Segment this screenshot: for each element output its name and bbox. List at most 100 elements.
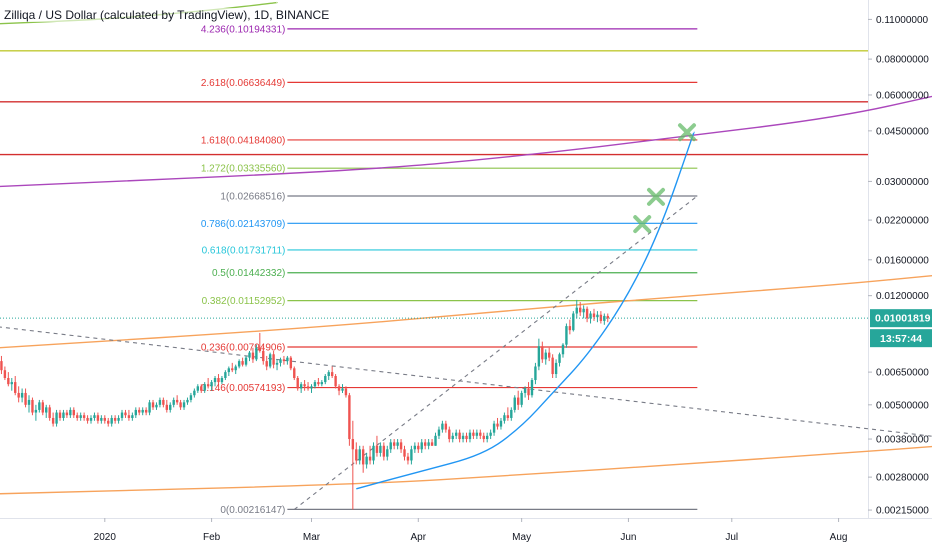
candle-body: [220, 378, 224, 383]
candle-body: [427, 442, 430, 446]
candle-body: [330, 372, 334, 377]
candle-body: [565, 326, 568, 345]
candle-body: [306, 386, 310, 389]
countdown-value: 13:57:44: [880, 333, 922, 345]
time-tick-label: Jul: [725, 532, 738, 543]
candle-body: [58, 412, 62, 418]
candle-body: [392, 442, 396, 446]
candle-body: [375, 445, 379, 453]
candle-body: [516, 397, 520, 405]
candle-body: [120, 412, 124, 418]
candle-body: [41, 402, 44, 413]
price-tick-label: 0.04500000: [876, 126, 929, 137]
candle-body: [248, 352, 251, 358]
candle-body: [537, 346, 541, 367]
candle-body: [348, 395, 351, 440]
candle-body: [606, 315, 609, 319]
candle-body: [138, 409, 141, 413]
candle-body: [0, 361, 3, 371]
candle-body: [20, 392, 24, 398]
candle-body: [530, 380, 534, 396]
candle-body: [317, 382, 320, 385]
candle-body: [141, 409, 144, 413]
price-tick-label: 0.00380000: [876, 435, 929, 446]
candle-body: [258, 347, 262, 351]
candle-body: [179, 402, 182, 408]
time-tick-label: Apr: [411, 532, 427, 543]
candle-body: [344, 388, 348, 396]
candle-body: [513, 397, 516, 410]
candle-body: [100, 417, 103, 421]
candle-body: [148, 402, 151, 413]
candle-body: [117, 417, 120, 421]
candle-body: [575, 307, 578, 314]
candle-body: [213, 378, 217, 383]
candle-body: [265, 361, 268, 367]
candle-body: [76, 415, 79, 418]
candle-body: [255, 347, 258, 360]
candle-body: [579, 307, 582, 313]
candle-body: [79, 415, 82, 418]
candle-body: [341, 388, 344, 391]
candle-body: [551, 357, 554, 375]
candle-body: [282, 359, 286, 362]
last-price-tag: [870, 309, 932, 328]
candle-body: [472, 432, 475, 436]
candle-body: [262, 350, 265, 362]
price-tick-label: 0.06000000: [876, 90, 929, 101]
candle-body: [313, 382, 317, 387]
candle-body: [200, 386, 203, 391]
candle-body: [403, 449, 406, 457]
candle-body: [110, 417, 113, 424]
candle-body: [386, 449, 389, 457]
candle-body: [389, 442, 392, 450]
candle-body: [417, 445, 420, 450]
candle-body: [561, 344, 565, 355]
candle-body: [451, 435, 454, 440]
candle-body: [7, 378, 10, 385]
candle-body: [17, 392, 20, 398]
candle-body: [372, 445, 375, 461]
candle-body: [482, 435, 485, 440]
candle-body: [103, 417, 106, 421]
candle-body: [589, 313, 592, 319]
candle-body: [503, 415, 506, 421]
candle-body: [234, 366, 237, 371]
candle-body: [520, 392, 523, 405]
time-tick-label: 2020: [94, 532, 117, 543]
candle-body: [82, 415, 86, 418]
price-tick-label: 0.00650000: [876, 368, 929, 379]
fib-level-label: 2.618(0.06636449): [201, 78, 286, 89]
price-tick-label: 0.00215000: [876, 506, 929, 517]
candle-body: [14, 382, 17, 393]
fib-level-label: 4.236(0.10194331): [201, 24, 286, 35]
candle-body: [310, 386, 313, 389]
candle-body: [268, 354, 272, 367]
candle-body: [155, 404, 158, 408]
fib-level-label: 1.618(0.04184080): [201, 135, 286, 146]
fib-level-label: 1(0.02668516): [220, 192, 285, 203]
candle-body: [162, 399, 165, 405]
candle-body: [224, 372, 227, 379]
candle-body: [382, 445, 386, 457]
candle-body: [24, 392, 27, 405]
candle-body: [399, 442, 403, 450]
candle-body: [48, 407, 51, 418]
candle-body: [96, 415, 100, 421]
countdown-tag: [870, 329, 932, 348]
candle-body: [448, 429, 451, 440]
candle-body: [289, 357, 293, 369]
candle-body: [127, 415, 131, 418]
candle-body: [31, 399, 34, 413]
candle-body: [441, 423, 444, 430]
fib-level-label: 0.146(0.00574193): [201, 383, 286, 394]
candle-body: [186, 399, 189, 403]
candle-body: [3, 370, 7, 379]
candle-body: [496, 423, 499, 427]
candle-body: [182, 402, 186, 408]
candle-body: [172, 399, 175, 405]
candle-body: [303, 384, 306, 387]
fib-level-label: 0(0.00216147): [220, 505, 285, 516]
